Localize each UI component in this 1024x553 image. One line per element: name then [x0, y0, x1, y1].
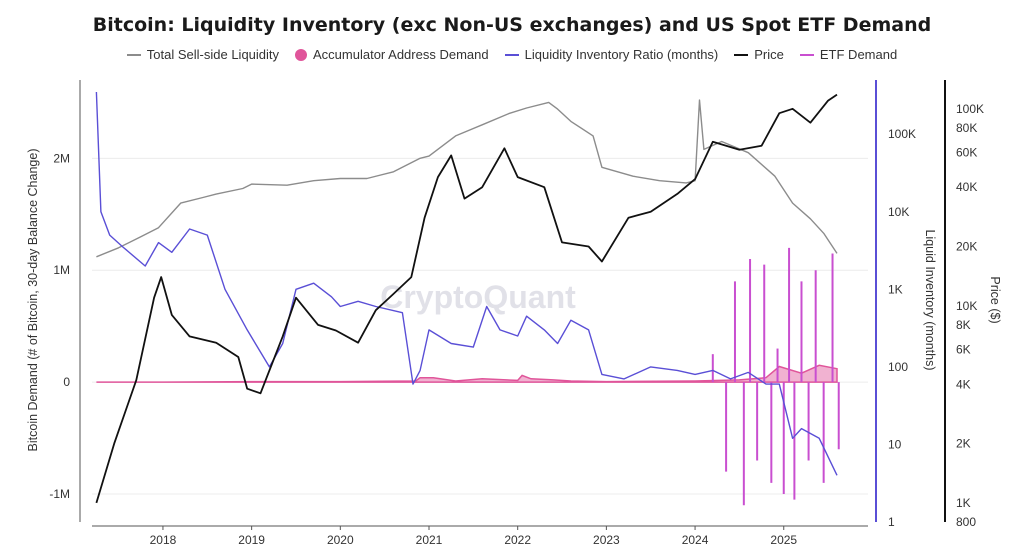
outer-right-tick-label: 100K: [956, 102, 984, 116]
outer-right-tick-label: 6K: [956, 343, 971, 357]
inner-right-tick-label: 100: [888, 360, 908, 374]
legend-label-accumulator: Accumulator Address Demand: [313, 47, 489, 62]
x-tick-label: 2024: [682, 533, 709, 547]
series-etf-demand: [711, 247, 840, 506]
series-total-sell-side-liquidity: [96, 99, 838, 258]
left-tick-label: -1M: [49, 487, 70, 501]
legend-label-price: Price: [754, 47, 784, 62]
legend-item-ratio[interactable]: Liquidity Inventory Ratio (months): [504, 47, 719, 62]
legend-label-ratio: Liquidity Inventory Ratio (months): [524, 47, 719, 62]
outer-right-tick-label: 800: [956, 515, 976, 529]
legend-item-sellside[interactable]: Total Sell-side Liquidity: [126, 47, 280, 62]
inner-right-tick-label: 10: [888, 437, 902, 451]
legend-label-etf: ETF Demand: [819, 47, 898, 62]
watermark: CryptoQuant: [380, 279, 576, 315]
x-tick-label: 2018: [150, 533, 177, 547]
left-tick-label: 1M: [53, 263, 70, 277]
legend-swatch-etf: [799, 53, 814, 56]
outer-right-tick-label: 1K: [956, 496, 971, 510]
inner-right-tick-label: 100K: [888, 127, 916, 141]
legend-swatch-accumulator: [295, 48, 308, 61]
outer-right-axis-title: Price ($): [988, 276, 1002, 323]
legend-item-accumulator[interactable]: Accumulator Address Demand: [295, 47, 489, 62]
legend: Total Sell-side Liquidity Accumulator Ad…: [0, 47, 1024, 62]
legend-swatch-price: [734, 53, 749, 56]
legend-label-sellside: Total Sell-side Liquidity: [146, 47, 280, 62]
chart-title: Bitcoin: Liquidity Inventory (exc Non-US…: [92, 14, 932, 36]
series-price: [95, 93, 838, 504]
outer-right-tick-label: 8K: [956, 318, 971, 332]
legend-swatch-ratio: [504, 53, 519, 56]
x-tick-label: 2022: [504, 533, 531, 547]
series-accumulator-address-demand: [96, 364, 838, 383]
legend-item-etf[interactable]: ETF Demand: [799, 47, 898, 62]
outer-right-tick-label: 60K: [956, 146, 977, 160]
x-tick-label: 2023: [593, 533, 620, 547]
inner-right-tick-label: 1K: [888, 282, 903, 296]
outer-right-tick-label: 40K: [956, 180, 977, 194]
series-layer: [95, 91, 840, 506]
outer-right-tick-label: 20K: [956, 240, 977, 254]
outer-right-tick-label: 2K: [956, 437, 971, 451]
left-tick-label: 2M: [53, 151, 70, 165]
series-liquidity-inventory-ratio-months: [95, 91, 838, 476]
left-tick-label: 0: [63, 375, 70, 389]
inner-right-tick-label: 1: [888, 515, 895, 529]
x-tick-label: 2025: [770, 533, 797, 547]
legend-swatch-sellside: [126, 53, 141, 56]
inner-right-axis-title: Liquid Inventory (months): [923, 229, 937, 370]
left-axis-title: Bitcoin Demand (# of Bitcoin, 30-day Bal…: [26, 149, 40, 452]
x-tick-label: 2020: [327, 533, 354, 547]
outer-right-tick-label: 4K: [956, 377, 971, 391]
axes-layer: [79, 80, 946, 530]
outer-right-tick-label: 80K: [956, 121, 977, 135]
legend-item-price[interactable]: Price: [734, 47, 784, 62]
tick-labels: -1M 0 1M 2M 1 10 100 1K 10K 100K 800 1K 2K 4K 6K 8K 10K 2…: [49, 102, 984, 547]
inner-right-tick-label: 10K: [888, 205, 909, 219]
x-tick-label: 2019: [238, 533, 265, 547]
x-tick-label: 2021: [416, 533, 443, 547]
outer-right-tick-label: 10K: [956, 299, 977, 313]
